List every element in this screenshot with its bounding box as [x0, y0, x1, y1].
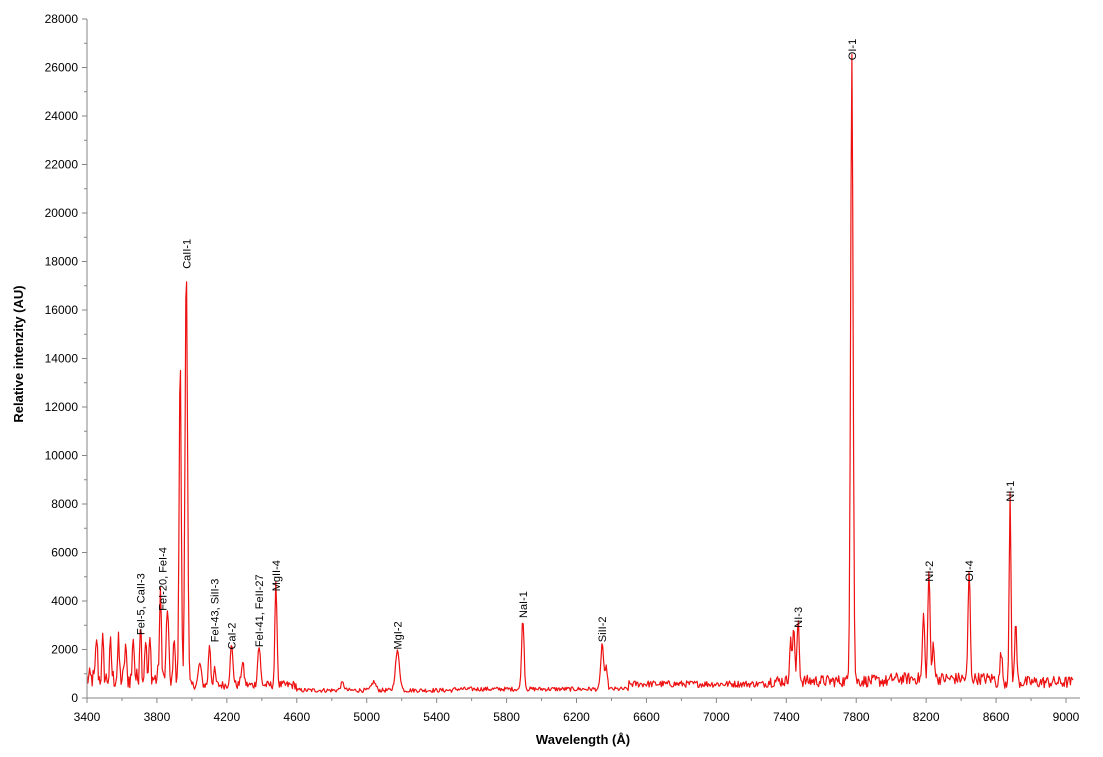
x-tick-label: 4200	[214, 710, 241, 724]
y-tick-label: 12000	[45, 400, 79, 414]
line-label: OI-1	[847, 39, 859, 60]
x-tick-label: 4600	[283, 710, 310, 724]
line-annotations: FeI-5, CaII-3 FeI-20, FeI-4 CaII-1 FeI-43, …	[136, 39, 1018, 650]
x-tick-label: 7000	[703, 710, 730, 724]
x-tick-label: 3800	[144, 710, 171, 724]
line-label: MgII-4	[271, 560, 283, 591]
y-tick-label: 20000	[45, 206, 79, 220]
line-label: FeI-43, SiII-3	[210, 579, 222, 643]
x-tick-label: 9000	[1053, 710, 1080, 724]
line-label: OI-4	[964, 560, 976, 581]
x-tick-label: 8200	[913, 710, 940, 724]
line-label: CaI-2	[227, 623, 239, 650]
line-label: NaI-1	[518, 591, 530, 618]
y-tick-label: 2000	[51, 643, 78, 657]
x-tick-label: 5800	[493, 710, 520, 724]
y-tick-label: 14000	[45, 352, 79, 366]
y-tick-label: 16000	[45, 303, 79, 317]
y-tick-label: 22000	[45, 158, 79, 172]
line-label: NI-3	[793, 607, 805, 628]
x-tick-label: 6200	[563, 710, 590, 724]
y-tick-label: 28000	[45, 12, 79, 26]
line-label: MgI-2	[393, 621, 405, 649]
x-tick-label: 5400	[423, 710, 450, 724]
y-tick-label: 26000	[45, 61, 79, 75]
line-label: SiII-2	[597, 617, 609, 643]
x-tick-label: 8600	[983, 710, 1010, 724]
y-axis-title: Relative intenzity (AU)	[11, 285, 26, 422]
y-tick-label: 4000	[51, 594, 78, 608]
y-tick-label: 0	[71, 691, 78, 705]
y-tick-label: 10000	[45, 449, 79, 463]
x-tick-label: 5000	[353, 710, 380, 724]
y-axis: 0 2000 4000 6000 8000 10000 12000 14000 16000 180…	[45, 12, 87, 705]
line-label: CaII-1	[181, 239, 193, 269]
x-tick-label: 6600	[633, 710, 660, 724]
line-label: FeI-5, CaII-3	[136, 573, 148, 635]
line-label: FeI-41, FeII-27	[254, 574, 266, 647]
x-tick-label: 7400	[773, 710, 800, 724]
x-axis-title: Wavelength (Å)	[536, 732, 630, 747]
x-tick-label: 3400	[74, 710, 101, 724]
y-tick-label: 18000	[45, 255, 79, 269]
line-label: NI-2	[924, 561, 936, 582]
y-tick-label: 24000	[45, 109, 79, 123]
spectrum-line	[86, 53, 1074, 694]
line-label: NI-1	[1005, 481, 1017, 502]
line-label: FeI-20, FeI-4	[158, 547, 170, 611]
x-axis: 3400 3800 4200 4600 5000 5400 5800 6200 6600 7000…	[74, 698, 1080, 724]
y-tick-label: 8000	[51, 497, 78, 511]
y-tick-label: 6000	[51, 546, 78, 560]
x-tick-label: 7800	[843, 710, 870, 724]
